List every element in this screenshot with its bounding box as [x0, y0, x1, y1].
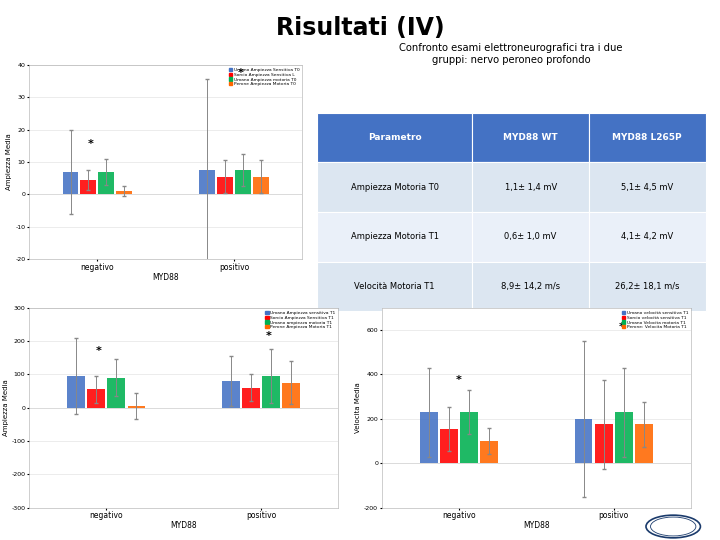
Text: *: * [618, 322, 624, 332]
Bar [87, 389, 105, 408]
Legend: Umano Ampiezza Sensitiva T0, Sorcio Ampiezza Sensitiva L, Umano Ampiezza motoria: Umano Ampiezza Sensitiva T0, Sorcio Ampi… [228, 67, 300, 87]
Y-axis label: Ampiezza Media: Ampiezza Media [3, 379, 9, 436]
Legend: Umano Ampiezza sensitiva T1, Sorcio Ampiezza Sensitiva T1, Umano ampiezza motori: Umano Ampiezza sensitiva T1, Sorcio Ampi… [264, 310, 336, 330]
Bar [575, 419, 593, 463]
Text: *: * [96, 346, 102, 356]
Text: 4,1± 4,2 mV: 4,1± 4,2 mV [621, 232, 673, 241]
Text: *: * [266, 331, 271, 341]
Bar [595, 424, 613, 463]
Text: Velocità Motoria T1: Velocità Motoria T1 [354, 282, 435, 291]
Text: Ampiezza Motoria T1: Ampiezza Motoria T1 [351, 232, 438, 241]
Text: 0,6± 1,0 mV: 0,6± 1,0 mV [505, 232, 557, 241]
FancyBboxPatch shape [317, 163, 472, 212]
Y-axis label: Ampiezza Media: Ampiezza Media [6, 133, 12, 191]
Bar [635, 424, 653, 463]
Y-axis label: Velocita Media: Velocita Media [356, 382, 361, 433]
Text: Ampiezza Motoria T0: Ampiezza Motoria T0 [351, 183, 438, 192]
Text: MYD88 WT: MYD88 WT [503, 133, 558, 142]
Bar [222, 381, 240, 408]
Text: 26,2± 18,1 m/s: 26,2± 18,1 m/s [615, 282, 680, 291]
Bar [107, 378, 125, 408]
FancyBboxPatch shape [317, 212, 472, 262]
Bar [116, 191, 132, 194]
Bar [199, 170, 215, 194]
Bar [98, 172, 114, 194]
FancyBboxPatch shape [472, 262, 589, 312]
Bar [480, 441, 498, 463]
Text: MYD88 L265P: MYD88 L265P [613, 133, 682, 142]
Bar [67, 376, 85, 408]
Text: Confronto esami elettroneurografici tra i due
gruppi: nervo peroneo profondo: Confronto esami elettroneurografici tra … [400, 43, 623, 65]
Bar [242, 388, 260, 408]
Bar [127, 406, 145, 408]
Text: Parametro: Parametro [368, 133, 421, 142]
Bar [282, 383, 300, 408]
Text: Risultati (IV): Risultati (IV) [276, 16, 444, 40]
Text: *: * [87, 139, 94, 149]
FancyBboxPatch shape [472, 212, 589, 262]
Text: *: * [238, 68, 244, 78]
Legend: Umano velocità sensitiva T1, Sorcio velocità sensitiva T1, Umano Velocita motori: Umano velocità sensitiva T1, Sorcio velo… [621, 310, 689, 330]
FancyBboxPatch shape [472, 113, 589, 163]
FancyBboxPatch shape [589, 212, 706, 262]
Text: *: * [456, 375, 462, 386]
Bar [440, 429, 458, 463]
Bar [615, 412, 633, 463]
Bar [420, 412, 438, 463]
Text: 5,1± 4,5 mV: 5,1± 4,5 mV [621, 183, 673, 192]
FancyBboxPatch shape [472, 163, 589, 212]
Bar [460, 412, 478, 463]
Text: 8,9± 14,2 m/s: 8,9± 14,2 m/s [501, 282, 560, 291]
FancyBboxPatch shape [589, 163, 706, 212]
FancyBboxPatch shape [589, 262, 706, 312]
FancyBboxPatch shape [317, 262, 472, 312]
Bar [63, 172, 78, 194]
Text: Barre degli errori: +/-2 SD: Barre degli errori: +/-2 SD [131, 314, 200, 319]
X-axis label: MYD88: MYD88 [153, 273, 179, 282]
Bar [81, 180, 96, 194]
FancyBboxPatch shape [589, 113, 706, 163]
Bar [253, 177, 269, 194]
Text: 1,1± 1,4 mV: 1,1± 1,4 mV [505, 183, 557, 192]
Bar [217, 177, 233, 194]
Bar [235, 170, 251, 194]
Bar [262, 376, 280, 408]
X-axis label: MYD88: MYD88 [171, 522, 197, 530]
X-axis label: MYD88: MYD88 [523, 522, 549, 530]
FancyBboxPatch shape [317, 113, 472, 163]
